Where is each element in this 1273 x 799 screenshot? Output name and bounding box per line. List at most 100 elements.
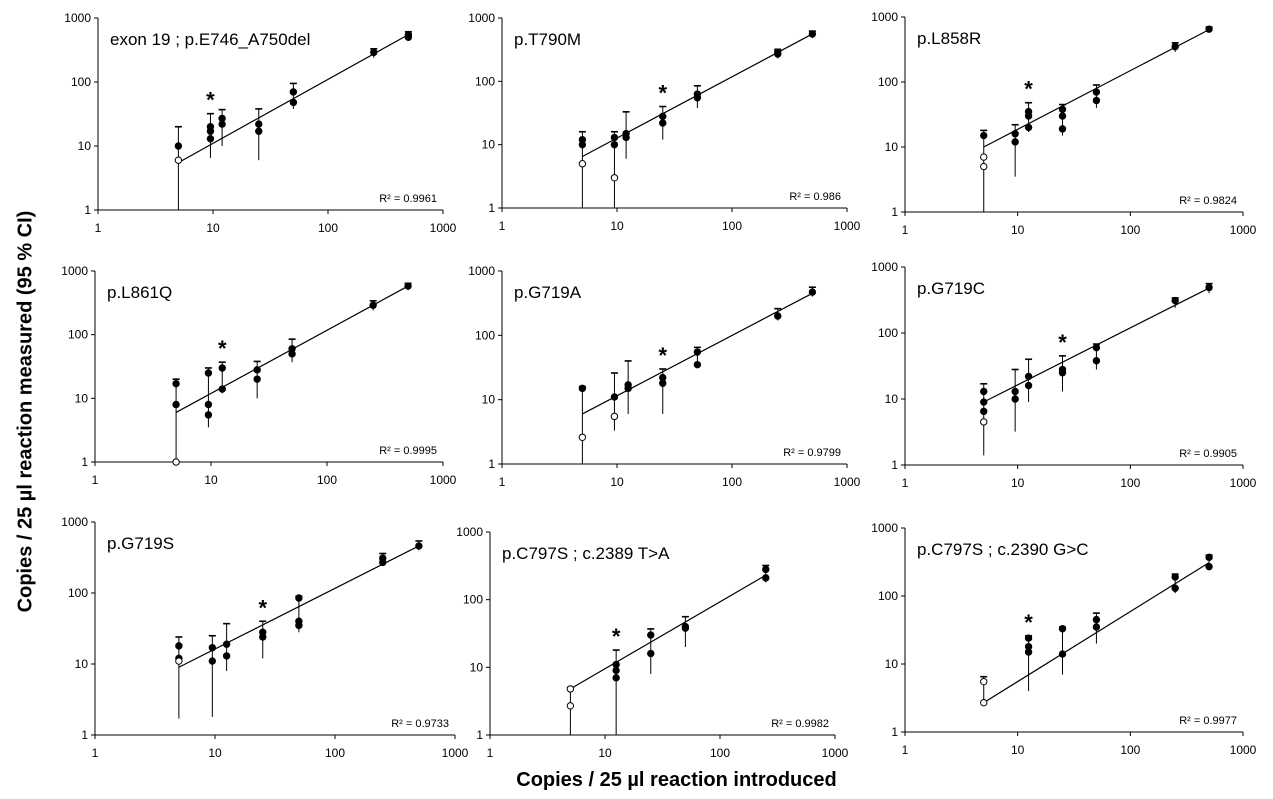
y-tick-label: 1000 [61, 264, 88, 278]
data-point [612, 666, 620, 675]
data-point [175, 657, 183, 665]
y-tick-label: 1 [81, 455, 88, 469]
data-point [1024, 634, 1033, 642]
r-squared-label: R² = 0.9799 [783, 447, 841, 459]
panel-title: p.G719S [107, 534, 174, 553]
x-tick-label: 1 [902, 743, 909, 757]
panel-title: p.C797S ; c.2390 G>C [917, 540, 1089, 559]
data-point [980, 162, 988, 171]
chart-panel-7: 1 10 100 1000 1 10 100 1000 * p.G719S R² = 0.9733 [61, 515, 468, 760]
data-point [1205, 25, 1213, 33]
chart-panel-6: 1 10 100 1000 1 10 100 1000 * p.G719C R² = 0.9905 [871, 260, 1256, 490]
x-tick-label: 10 [1011, 223, 1025, 237]
x-tick-label: 10 [610, 219, 624, 233]
data-point [566, 685, 575, 693]
data-point [610, 174, 619, 182]
data-point [693, 94, 702, 102]
data-point [1011, 130, 1019, 138]
y-tick-label: 1 [476, 728, 483, 742]
x-tick-label: 100 [710, 746, 730, 760]
x-tick-label: 100 [722, 475, 742, 489]
data-point [1205, 553, 1213, 562]
y-tick-label: 1 [84, 203, 91, 217]
y-tick-label: 100 [878, 589, 898, 603]
y-tick-label: 1000 [61, 515, 88, 529]
data-point [218, 385, 226, 393]
r-squared-label: R² = 0.986 [789, 191, 841, 203]
x-tick-label: 10 [208, 746, 222, 760]
data-point [774, 312, 782, 320]
data-point [208, 657, 217, 665]
data-point [259, 633, 267, 641]
x-tick-label: 1 [92, 473, 99, 487]
data-point [404, 33, 413, 41]
data-point [980, 131, 988, 140]
data-point [222, 652, 231, 660]
data-point [172, 400, 180, 409]
x-tick-label: 1000 [1230, 223, 1257, 237]
data-point [980, 387, 988, 396]
data-point [289, 98, 298, 107]
x-tick-label: 10 [204, 473, 218, 487]
data-point [566, 702, 575, 710]
data-point [1171, 573, 1179, 581]
panel-title: exon 19 ; p.E746_A750del [110, 30, 310, 49]
chart-panel-9: 1 10 100 1000 1 10 100 1000 * p.C797S ; c.2390 G>… [871, 521, 1256, 757]
y-tick-label: 100 [878, 75, 898, 89]
x-tick-label: 100 [318, 221, 338, 235]
x-tick-label: 1 [902, 223, 909, 237]
data-point [175, 642, 183, 650]
data-point [622, 133, 630, 142]
r-squared-label: R² = 0.9961 [379, 193, 437, 205]
chart-panel-5: 1 10 100 1000 1 10 100 1000 * p.G719A R² = 0.9799 [468, 264, 860, 489]
y-tick-label: 10 [78, 139, 92, 153]
panel-title: p.L858R [917, 29, 981, 48]
x-tick-label: 1000 [822, 746, 849, 760]
significance-star: * [1024, 77, 1033, 102]
data-point [659, 119, 667, 127]
data-point [208, 643, 217, 652]
y-tick-label: 100 [878, 326, 898, 340]
data-point [253, 375, 261, 383]
data-point [610, 140, 619, 149]
y-tick-label: 10 [885, 657, 899, 671]
x-tick-label: 10 [598, 746, 612, 760]
data-point [255, 127, 263, 135]
data-point [693, 348, 702, 356]
x-tick-label: 1 [499, 219, 506, 233]
significance-star: * [206, 88, 215, 113]
data-point [1058, 625, 1067, 633]
significance-star: * [218, 336, 227, 361]
x-tick-label: 1000 [430, 473, 457, 487]
data-point [980, 698, 988, 707]
data-point [172, 379, 180, 388]
data-point [578, 140, 587, 149]
r-squared-label: R² = 0.9982 [771, 718, 829, 730]
data-point [218, 364, 226, 372]
chart-panel-3: 1 10 100 1000 1 10 100 1000 * p.L858R R² = 0.9824 [871, 10, 1256, 237]
x-tick-label: 1000 [834, 475, 861, 489]
y-tick-label: 1 [891, 725, 898, 739]
data-point [379, 558, 387, 567]
r-squared-label: R² = 0.9905 [1179, 448, 1237, 460]
data-point [1205, 283, 1213, 292]
y-axis-label: Copies / 25 µl reaction measured (95 % C… [14, 210, 37, 613]
significance-star: * [1024, 610, 1033, 635]
data-point [1058, 112, 1067, 120]
x-axis-label: Copies / 25 µl reaction introduced [516, 769, 837, 791]
data-point [1024, 372, 1033, 381]
x-tick-label: 100 [317, 473, 337, 487]
panel-title: p.C797S ; c.2389 T>A [502, 544, 670, 563]
data-point [624, 384, 632, 393]
x-tick-label: 100 [1120, 476, 1140, 490]
r-squared-label: R² = 0.9995 [379, 445, 437, 457]
y-tick-label: 10 [885, 140, 899, 154]
y-tick-label: 1 [81, 728, 88, 742]
x-tick-label: 100 [1120, 743, 1140, 757]
y-tick-label: 10 [75, 391, 89, 405]
x-tick-label: 1000 [834, 219, 861, 233]
data-point [980, 153, 988, 161]
data-point [610, 393, 619, 401]
y-tick-label: 1000 [468, 264, 495, 278]
